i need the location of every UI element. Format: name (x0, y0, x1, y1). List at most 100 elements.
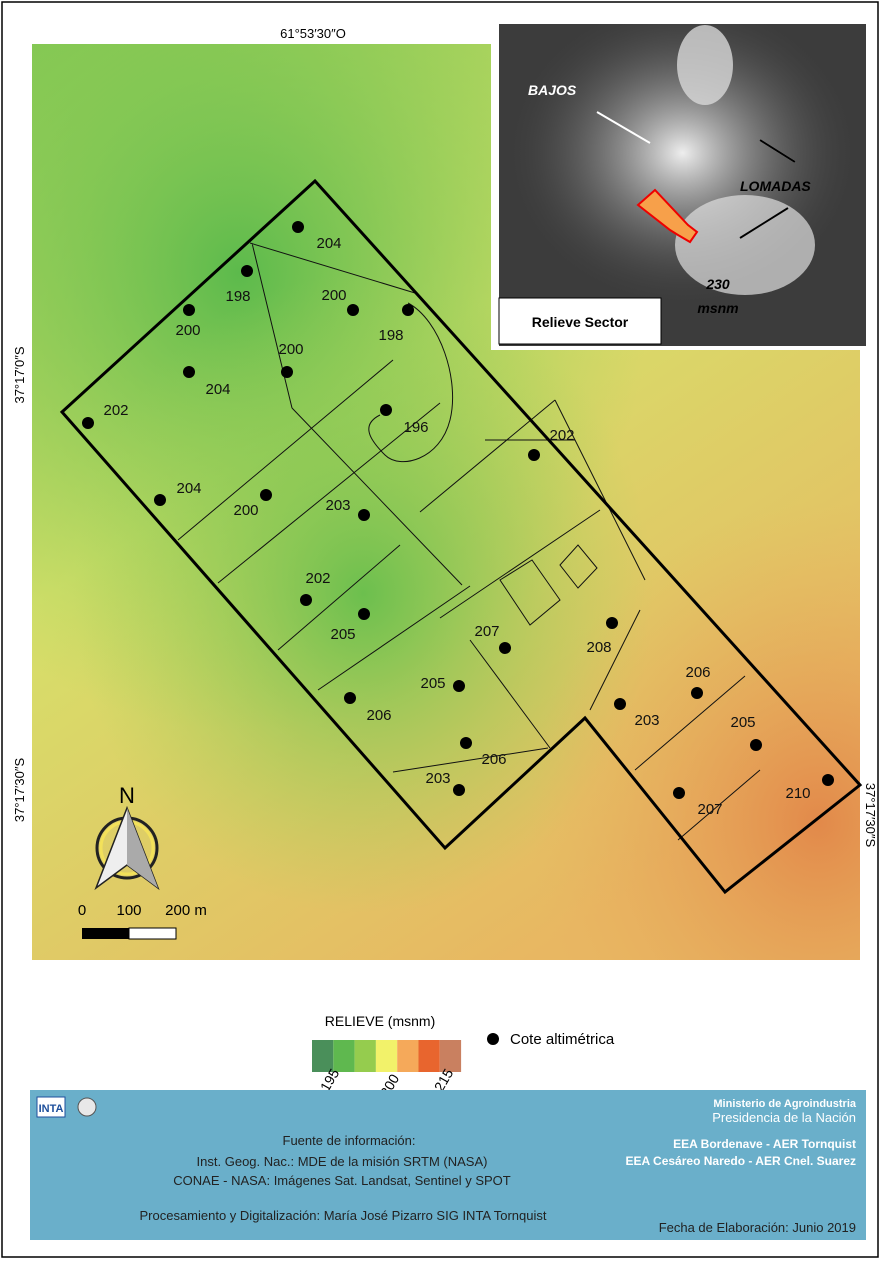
legend-swatch (312, 1040, 334, 1072)
point-label: 206 (685, 664, 710, 681)
points: 204 198 200 200 198 200 204 202 196 202 204 200 203 2… (82, 221, 834, 818)
sector-boundary (59, 178, 863, 895)
north-arrow (94, 805, 160, 891)
point-label: 200 (233, 502, 258, 519)
point-label: 204 (176, 480, 201, 497)
inset-arrows-dark (739, 139, 796, 239)
point-label: 210 (785, 785, 810, 802)
logo: INTA (39, 1103, 64, 1115)
footer (30, 1090, 866, 1240)
point-marker (260, 489, 272, 501)
legend-point-label: Cote altimétrica (510, 1031, 615, 1048)
legend-swatch (439, 1040, 462, 1072)
footer-text: Ministerio de Agroindustria (713, 1098, 856, 1110)
scale-bar (82, 928, 129, 939)
legend-point (487, 1033, 499, 1045)
point-marker (358, 509, 370, 521)
plot-lines (177, 242, 761, 841)
scale-label: 100 (116, 902, 141, 919)
legend-swatch (354, 1040, 376, 1072)
point-label: 203 (325, 497, 350, 514)
point-marker (82, 417, 94, 429)
inset-label: BAJOS (528, 82, 577, 98)
legend-title: RELIEVE (msnm) (325, 1013, 435, 1029)
point-label: 198 (225, 288, 250, 305)
point-marker (347, 304, 359, 316)
point-marker (453, 784, 465, 796)
scale-label: 200 m (165, 902, 207, 919)
north-label: N (119, 783, 135, 808)
coord-right: 37°17′30″S (863, 783, 878, 848)
footer-text: Fecha de Elaboración: Junio 2019 (659, 1220, 856, 1235)
point-label: 202 (103, 402, 128, 419)
point-marker (460, 737, 472, 749)
point-label: 205 (420, 675, 445, 692)
point-label: 207 (697, 801, 722, 818)
footer-text: EEA Cesáreo Naredo - AER Cnel. Suarez (625, 1154, 856, 1168)
footer-text: Fuente de información: (283, 1133, 416, 1148)
inset-label: LOMADAS (740, 178, 811, 194)
point-marker (606, 617, 618, 629)
point-marker (344, 692, 356, 704)
coord-left: 37°17′30″S (12, 758, 27, 823)
inset-hill (677, 25, 733, 105)
point-label: 200 (321, 287, 346, 304)
legend-swatches (312, 1040, 462, 1072)
point-label: 202 (305, 570, 330, 587)
legend-swatch (418, 1040, 440, 1072)
legend-swatch (397, 1040, 419, 1072)
point-label: 205 (330, 626, 355, 643)
inset-label: 230 (705, 276, 730, 292)
point-marker (691, 687, 703, 699)
point-label: 203 (634, 712, 659, 729)
point-label: 196 (403, 419, 428, 436)
inset-title: Relieve Sector (532, 314, 629, 330)
inset-sector (636, 188, 699, 244)
point-label: 206 (366, 707, 391, 724)
point-marker (292, 221, 304, 233)
point-label: 204 (316, 235, 341, 252)
legend-swatch (333, 1040, 355, 1072)
scale-bar (128, 927, 177, 940)
inset-label: msnm (697, 300, 738, 316)
inset-title-box (498, 297, 662, 345)
point-marker (358, 608, 370, 620)
coord-left: 37°17′0″S (12, 346, 27, 403)
point-label: 202 (549, 427, 574, 444)
point-label: 200 (278, 341, 303, 358)
footer-text: Presidencia de la Nación (712, 1110, 856, 1125)
point-marker (499, 642, 511, 654)
footer-text: Procesamiento y Digitalización: María Jo… (139, 1208, 546, 1223)
inset-hill (675, 195, 815, 295)
point-label: 206 (481, 751, 506, 768)
point-marker (402, 304, 414, 316)
point-marker (183, 304, 195, 316)
point-marker (750, 739, 762, 751)
point-marker (380, 404, 392, 416)
point-marker (281, 366, 293, 378)
legend-swatch (375, 1040, 398, 1072)
point-label: 200 (175, 322, 200, 339)
point-label: 198 (378, 327, 403, 344)
point-marker (241, 265, 253, 277)
point-label: 205 (730, 714, 755, 731)
footer-text: EEA Bordenave - AER Tornquist (673, 1137, 856, 1151)
point-marker (300, 594, 312, 606)
point-marker (673, 787, 685, 799)
point-label: 203 (425, 770, 450, 787)
point-label: 204 (205, 381, 230, 398)
coord-top: 61°53′30″O (280, 26, 346, 41)
point-marker (453, 680, 465, 692)
point-marker (154, 494, 166, 506)
point-marker (528, 449, 540, 461)
point-marker (183, 366, 195, 378)
footer-text: CONAE - NASA: Imágenes Sat. Landsat, Sen… (173, 1173, 510, 1188)
logo-box (36, 1096, 66, 1118)
footer-text: Inst. Geog. Nac.: MDE de la misión SRTM … (197, 1154, 488, 1169)
point-label: 208 (586, 639, 611, 656)
point-marker (822, 774, 834, 786)
scale-label: 0 (78, 902, 86, 919)
emblem (77, 1097, 97, 1117)
point-marker (614, 698, 626, 710)
